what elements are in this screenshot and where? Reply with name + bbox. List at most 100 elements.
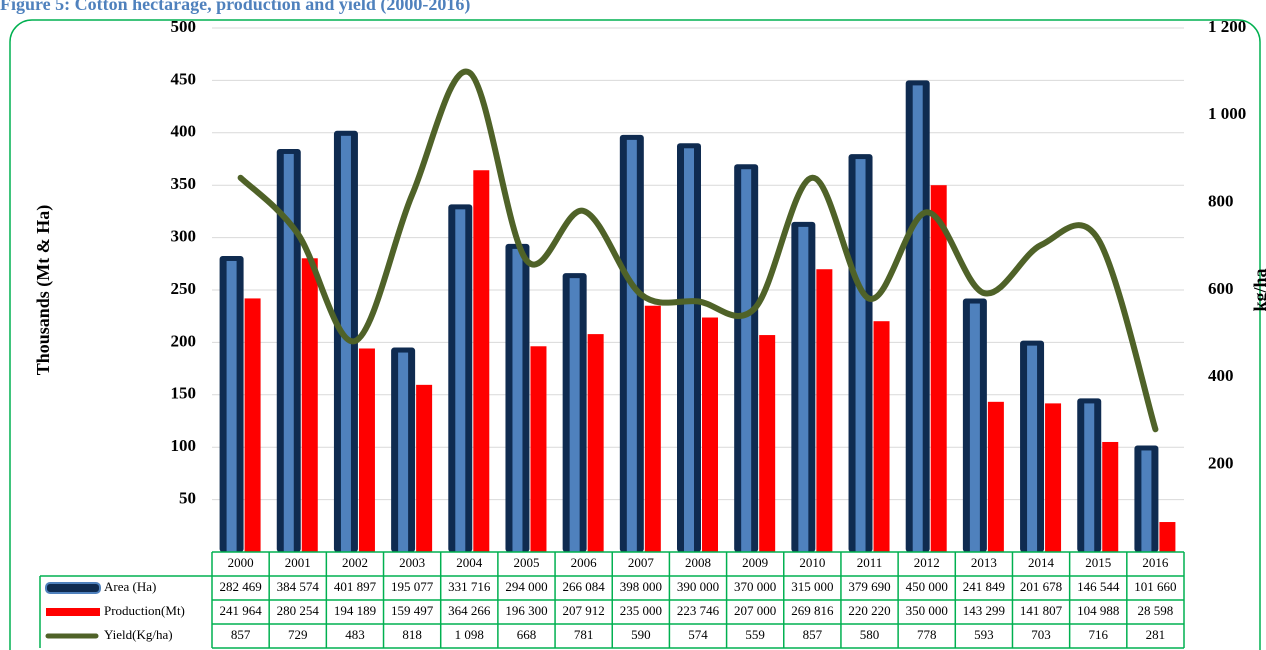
x-tick-label: 2004	[456, 555, 483, 570]
bar-highlight	[340, 135, 351, 552]
table-cell: 159 497	[391, 603, 434, 618]
table-cell: 266 084	[563, 579, 606, 594]
y2-tick-label: 200	[1208, 454, 1234, 473]
bar-highlight	[626, 139, 637, 552]
legend-label: Area (Ha)	[104, 579, 156, 594]
x-tick-label: 2016	[1142, 555, 1169, 570]
x-tick-label: 2013	[971, 555, 997, 570]
table-cell: 281	[1146, 627, 1166, 642]
table-cell: 282 469	[219, 579, 261, 594]
table-cell: 370 000	[734, 579, 776, 594]
x-tick-label: 2002	[342, 555, 368, 570]
bar	[702, 317, 718, 552]
y2-tick-label: 1 000	[1208, 104, 1246, 123]
bar-highlight	[912, 85, 923, 553]
table-cell: 241 964	[219, 603, 262, 618]
table-cell: 450 000	[906, 579, 948, 594]
table-cell: 590	[631, 627, 651, 642]
line	[237, 68, 1159, 433]
x-tick-label: 2010	[799, 555, 825, 570]
bar	[416, 384, 433, 552]
x-tick-label: 2008	[685, 555, 711, 570]
table-cell: 195 077	[391, 579, 434, 594]
x-tick-label: 2000	[228, 555, 254, 570]
y2-tick-label: 400	[1208, 366, 1234, 385]
table-cell: 401 897	[334, 579, 377, 594]
bar-highlight	[398, 352, 409, 552]
bar	[1102, 441, 1119, 552]
table-cell: 101 660	[1134, 579, 1176, 594]
bar-highlight	[1027, 345, 1038, 552]
bar-highlight	[741, 169, 752, 553]
y-tick-label: 350	[171, 174, 197, 193]
bar-highlight	[1084, 403, 1095, 552]
table-cell: 703	[1031, 627, 1051, 642]
chart-title: Figure 5: Cotton hectarage, production a…	[0, 0, 470, 15]
x-tick-label: 2014	[1028, 555, 1055, 570]
bar	[530, 346, 547, 552]
bar	[301, 258, 318, 552]
table-cell: 778	[917, 627, 937, 642]
y-tick-label: 200	[171, 331, 197, 350]
y-tick-label: 150	[171, 384, 197, 403]
table-cell: 593	[974, 627, 994, 642]
table-cell: 483	[345, 627, 365, 642]
x-tick-label: 2005	[513, 555, 539, 570]
table-cell: 574	[688, 627, 708, 642]
bar-highlight	[684, 148, 694, 552]
table-cell: 390 000	[677, 579, 719, 594]
table-cell: 235 000	[620, 603, 662, 618]
bar-highlight	[569, 278, 580, 552]
table-cell: 559	[745, 627, 765, 642]
table-cell: 668	[517, 627, 537, 642]
bar-highlight	[283, 153, 294, 553]
table-cell: 220 220	[848, 603, 890, 618]
table-cell: 269 816	[791, 603, 834, 618]
legend-label: Production(Mt)	[104, 603, 185, 618]
bar-highlight	[969, 303, 980, 552]
bar	[587, 334, 604, 552]
y2-tick-label: 800	[1208, 192, 1234, 211]
x-tick-label: 2012	[914, 555, 940, 570]
y2-tick-label: 1 200	[1208, 17, 1246, 36]
table-cell: 781	[574, 627, 594, 642]
bar	[816, 269, 833, 552]
y-tick-label: 300	[171, 227, 197, 246]
x-tick-label: 2003	[399, 555, 425, 570]
bar-highlight	[512, 248, 523, 552]
bar	[358, 348, 375, 552]
y-axis-label: Thousands (Mt & Ha)	[33, 205, 54, 376]
table-cell: 818	[402, 627, 422, 642]
table-cell: 350 000	[906, 603, 948, 618]
table-cell: 716	[1088, 627, 1108, 642]
legend-swatch	[46, 608, 100, 616]
y-tick-label: 250	[171, 279, 197, 298]
bar	[244, 298, 261, 552]
bar	[759, 335, 776, 552]
y-tick-label: 50	[179, 489, 196, 508]
x-tick-label: 2015	[1085, 555, 1111, 570]
table-cell: 201 678	[1020, 579, 1062, 594]
legend-label: Yield(Kg/ha)	[104, 627, 173, 642]
table-cell: 196 300	[505, 603, 547, 618]
table-cell: 364 266	[448, 603, 491, 618]
table-cell: 207 000	[734, 603, 776, 618]
table-cell: 580	[860, 627, 880, 642]
table-cell: 223 746	[677, 603, 720, 618]
table-cell: 398 000	[620, 579, 662, 594]
bar	[1045, 403, 1062, 552]
table-cell: 241 849	[963, 579, 1005, 594]
table-cell: 857	[231, 627, 251, 642]
legend-swatch	[45, 582, 101, 594]
y-tick-label: 100	[171, 436, 197, 455]
frame	[9, 19, 1261, 650]
table-cell: 379 690	[848, 579, 890, 594]
bar-highlight	[798, 226, 809, 552]
x-tick-label: 2011	[857, 555, 883, 570]
table-cell: 315 000	[791, 579, 833, 594]
bar-highlight	[1141, 450, 1152, 552]
x-tick-label: 2006	[571, 555, 598, 570]
table-cell: 1 098	[455, 627, 484, 642]
table-cell: 294 000	[505, 579, 547, 594]
